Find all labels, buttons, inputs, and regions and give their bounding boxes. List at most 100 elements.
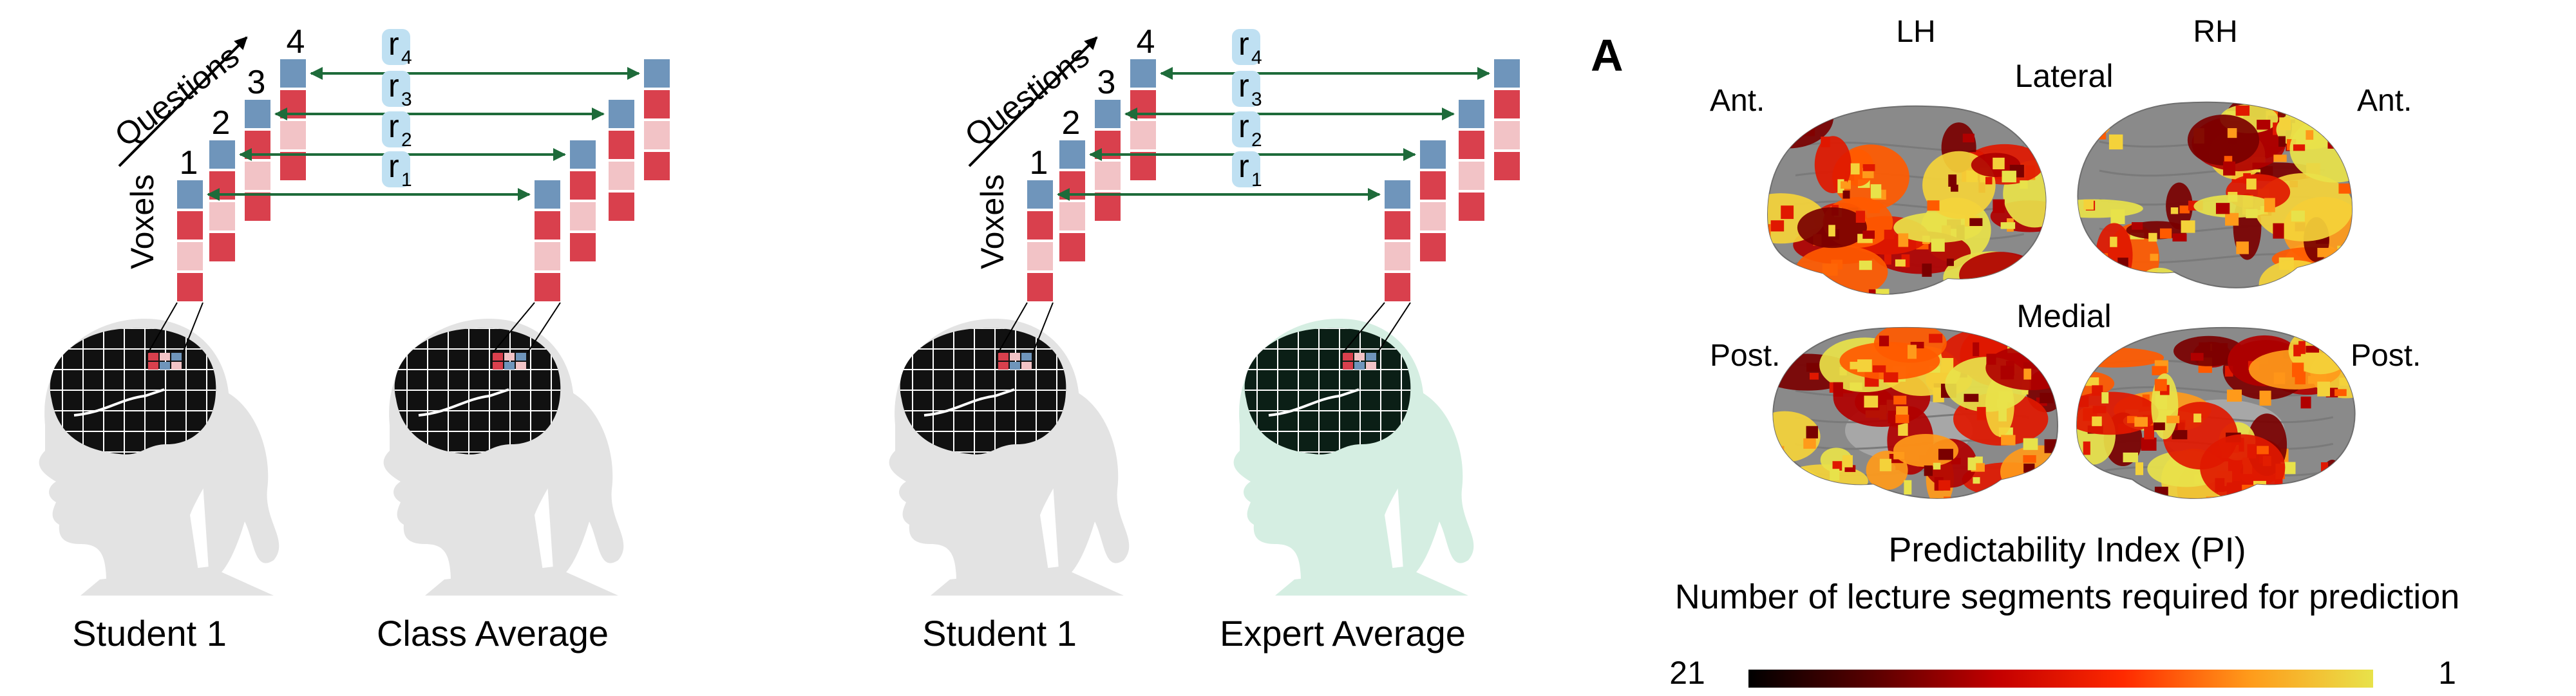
- activation-voxel: [1812, 106, 1823, 120]
- pi-title: Predictability Index (PI): [1888, 531, 2246, 569]
- voxel-highlight-cell: [516, 362, 526, 370]
- activation-voxel: [2052, 383, 2058, 393]
- activation-blob: [1959, 252, 2041, 294]
- correlation-r-subscript: 3: [401, 89, 412, 110]
- correlation-r-subscript: 3: [1251, 89, 1262, 110]
- correlation-r-label: r: [388, 108, 399, 144]
- activation-voxel: [2083, 199, 2094, 210]
- activation-voxel: [2257, 446, 2269, 455]
- ant-left-label: Ant.: [1710, 84, 1765, 118]
- activation-voxel: [2132, 222, 2143, 230]
- activation-voxel: [2306, 346, 2319, 353]
- activation-voxel: [2230, 496, 2244, 498]
- neck-shape: [931, 567, 1124, 596]
- voxel-highlight-cell: [1010, 362, 1020, 370]
- voxel-highlight-cell: [1021, 362, 1032, 370]
- activation-voxel: [1862, 164, 1875, 171]
- neck-shape: [80, 567, 274, 596]
- activation-voxel: [2126, 416, 2137, 424]
- activation-voxel: [1944, 283, 1959, 292]
- activation-voxel: [1773, 461, 1782, 473]
- voxel-cell: [644, 121, 670, 149]
- activation-voxel: [2134, 417, 2148, 427]
- activation-voxel: [1951, 184, 1958, 192]
- predictability-brain-panel: A LH RH Lateral Medial Ant. Ant. Post. P…: [1591, 15, 2459, 691]
- activation-voxel: [1962, 133, 1975, 143]
- r-label-highlight: [382, 151, 410, 187]
- activation-voxel: [2002, 171, 2016, 183]
- activation-voxel: [2058, 232, 2072, 245]
- activation-voxel: [2172, 429, 2188, 440]
- voxel-cell: [570, 233, 596, 261]
- activation-voxel: [1931, 238, 1945, 252]
- voxel-cell: [1095, 100, 1121, 128]
- activation-voxel: [2293, 144, 2306, 151]
- voxel-cell: [570, 140, 596, 169]
- question-number: 1: [180, 144, 198, 182]
- activation-voxel: [1807, 485, 1823, 498]
- voxels-axis-label: Voxels: [974, 174, 1010, 269]
- activation-voxel: [1938, 480, 1951, 491]
- activation-voxel: [2273, 223, 2284, 239]
- activation-voxel: [2334, 389, 2347, 397]
- brain-sulcus: [1268, 388, 1359, 417]
- expert-head-silhouette: [1233, 319, 1474, 596]
- activation-voxel: [1841, 494, 1850, 498]
- voxel-cell: [609, 162, 634, 190]
- activation-voxel: [1809, 373, 1819, 380]
- average-label: Class Average: [377, 613, 609, 654]
- voxel-cell: [1095, 193, 1121, 221]
- projection-line: [527, 302, 561, 353]
- activation-voxel: [1908, 344, 1917, 359]
- voxel-cell: [1027, 180, 1053, 209]
- activation-voxel: [1859, 260, 1872, 270]
- correlation-r-label: r: [1238, 26, 1249, 62]
- voxel-cell: [1459, 193, 1484, 221]
- activation-voxel: [2018, 490, 2027, 498]
- activation-voxel: [1964, 393, 1979, 402]
- voxel-cell: [1059, 140, 1085, 169]
- activation-voxel: [2054, 167, 2069, 181]
- correlation-r-label: r: [388, 68, 399, 104]
- activation-voxel: [2184, 514, 2193, 529]
- activation-voxel: [2340, 497, 2348, 498]
- voxel-highlight-cell: [171, 353, 182, 361]
- voxel-cell: [1130, 121, 1156, 149]
- activation-voxel: [1976, 407, 1986, 420]
- correlation-r-label: r: [1238, 148, 1249, 184]
- projection-line: [998, 302, 1028, 353]
- activation-blob: [2187, 115, 2260, 165]
- activation-voxel: [2145, 285, 2157, 288]
- voxel-highlight-cell: [1021, 353, 1032, 361]
- activation-voxel: [1904, 480, 1912, 495]
- voxel-cell: [609, 131, 634, 159]
- activation-voxel: [1868, 289, 1876, 294]
- activation-voxel: [2317, 381, 2331, 397]
- activation-voxel: [2085, 377, 2099, 386]
- voxel-highlight-cell: [1010, 353, 1020, 361]
- activation-voxel: [2338, 267, 2352, 277]
- activation-voxel: [2023, 279, 2031, 286]
- activation-voxel: [2324, 270, 2338, 285]
- activation-voxel: [2023, 455, 2036, 463]
- voxel-cell: [1385, 180, 1410, 209]
- voxel-highlight-cell: [1354, 353, 1365, 361]
- activation-voxel: [2179, 205, 2190, 214]
- activation-voxel: [2320, 462, 2329, 475]
- activation-voxel: [2328, 258, 2342, 269]
- activation-voxel: [2007, 296, 2016, 302]
- voxel-cell: [245, 162, 270, 190]
- activation-voxel: [1884, 254, 1891, 265]
- activation-voxel: [1776, 274, 1790, 288]
- voxel-cell: [1130, 59, 1156, 88]
- voxel-cell: [1027, 211, 1053, 240]
- activation-voxel: [2325, 263, 2338, 278]
- voxel-cell: [570, 202, 596, 230]
- activation-voxel: [2001, 280, 2014, 293]
- voxel-cell: [1385, 242, 1410, 270]
- left-lateral-brain: [1766, 105, 2072, 302]
- activation-voxel: [2020, 180, 2028, 189]
- r-label-highlight: [1232, 151, 1260, 187]
- r-label-highlight: [382, 29, 410, 65]
- voxel-cell: [1420, 202, 1446, 230]
